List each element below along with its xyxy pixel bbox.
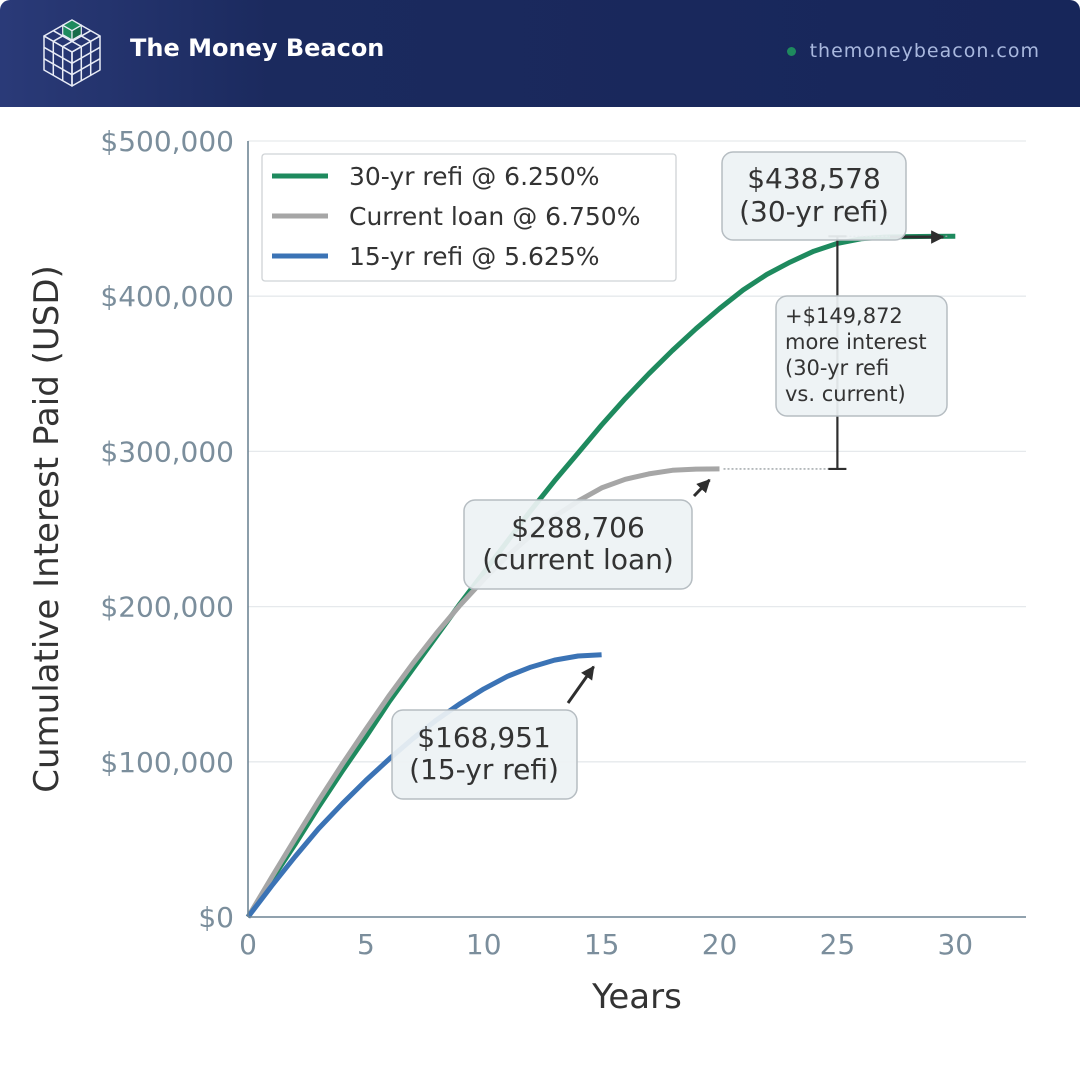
tick-labels: $0 $100,000 $200,000 $300,000 $400,000 $500,0… — [100, 125, 973, 961]
isometric-cube-icon — [43, 19, 101, 87]
annotation-arrow-15yr — [566, 665, 595, 704]
chart-area: $0 $100,000 $200,000 $300,000 $400,000 $500,0… — [27, 125, 1026, 1017]
y-tick-label: $400,000 — [100, 280, 234, 313]
annotation-box-30yr — [721, 151, 907, 241]
annotation-text-30yr: (30-yr refi) — [739, 195, 889, 228]
legend-box — [261, 153, 677, 282]
annotation-text-difference: vs. current) — [785, 382, 906, 406]
x-tick-label: 10 — [466, 928, 502, 961]
annotation-text-15yr: (15-yr refi) — [409, 753, 559, 786]
annotation-text-15yr: $168,951 — [417, 721, 551, 754]
axis-labels: Years Cumulative Interest Paid (USD) — [27, 265, 682, 1017]
y-tick-label: $200,000 — [100, 591, 234, 624]
annotation-text-difference: +$149,872 — [785, 304, 903, 328]
x-tick-label: 5 — [357, 928, 375, 961]
annotation-arrow-current — [692, 478, 711, 498]
x-tick-label: 20 — [702, 928, 738, 961]
y-tick-label: $500,000 — [100, 125, 234, 158]
annotation-box-current — [463, 499, 693, 590]
annotation-text-current: $288,706 — [511, 511, 645, 544]
y-tick-label: $0 — [198, 901, 234, 934]
x-tick-label: 30 — [937, 928, 973, 961]
annotation-text-30yr: $438,578 — [747, 162, 881, 195]
annotation-text-current: (current loan) — [482, 543, 674, 576]
brand-name: The Money Beacon — [130, 34, 385, 62]
annotation-box-difference — [775, 295, 948, 417]
y-tick-label: $100,000 — [100, 746, 234, 779]
x-tick-label: 25 — [820, 928, 856, 961]
axes — [247, 141, 1026, 918]
annotation-box-15yr — [391, 709, 578, 800]
legend: 30-yr refi @ 6.250% Current loan @ 6.750%… — [261, 153, 677, 282]
legend-label-2: Current loan @ 6.750% — [349, 202, 640, 231]
x-tick-label: 15 — [584, 928, 620, 961]
x-tick-label: 0 — [239, 928, 257, 961]
header-bar: The Money Beacon themoneybeacon.com — [0, 0, 1080, 107]
status-dot — [786, 46, 796, 56]
legend-label-3: 15-yr refi @ 5.625% — [349, 242, 600, 271]
website-label: themoneybeacon.com — [786, 40, 1040, 62]
x-axis-label: Years — [591, 977, 682, 1017]
y-axis-label: Cumulative Interest Paid (USD) — [27, 265, 67, 793]
annotation-text-difference: (30-yr refi — [785, 356, 889, 380]
legend-label-1: 30-yr refi @ 6.250% — [349, 162, 600, 191]
y-tick-label: $300,000 — [100, 435, 234, 468]
annotation-text-difference: more interest — [785, 330, 927, 354]
website-text: themoneybeacon.com — [809, 40, 1040, 62]
